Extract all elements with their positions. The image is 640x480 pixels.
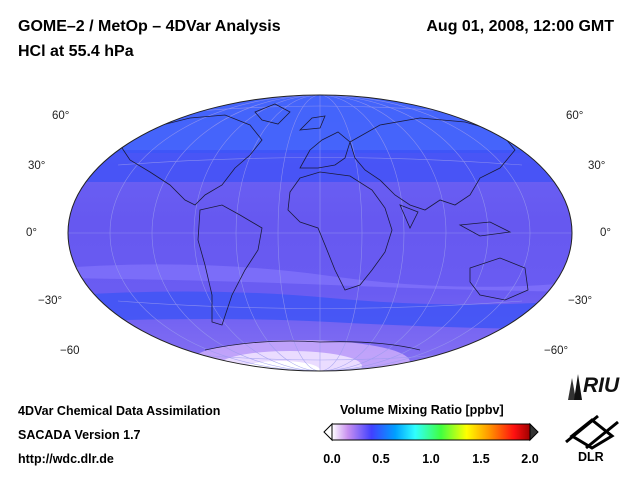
dlr-logo-icon — [565, 414, 619, 450]
map-title: GOME–2 / MetOp – 4DVar Analysis — [18, 18, 281, 35]
colorbar-title: Volume Mixing Ratio [ppbv] — [340, 403, 504, 417]
footer-line-1: 4DVar Chemical Data Assimilation — [18, 404, 221, 418]
datetime-label: Aug 01, 2008, 12:00 GMT — [426, 18, 614, 35]
lat-label-right: 0° — [600, 227, 611, 239]
colorbar-tick: 1.5 — [472, 452, 490, 466]
lat-label-right: −60° — [544, 345, 569, 357]
footer-url: http://wdc.dlr.de — [18, 452, 114, 466]
riu-logo-icon — [568, 374, 582, 400]
lat-label-right: 30° — [588, 160, 606, 172]
species-label: HCl at 55.4 hPa — [18, 43, 134, 60]
lat-label-right: 60° — [566, 110, 584, 122]
lat-label-left: −60 — [60, 345, 80, 357]
lat-label-left: 30° — [28, 160, 46, 172]
lat-label-left: 0° — [26, 227, 37, 239]
colorbar-tick: 0.5 — [372, 452, 390, 466]
colorbar-min-arrow — [323, 422, 333, 442]
colorbar-tick: 0.0 — [323, 452, 341, 466]
riu-logo-text: RIU — [583, 374, 620, 397]
lat-label-left: −30° — [38, 295, 63, 307]
lat-label-right: −30° — [568, 295, 593, 307]
colorbar — [323, 422, 539, 442]
colorbar-tick: 1.0 — [422, 452, 440, 466]
footer-line-2: SACADA Version 1.7 — [18, 428, 141, 442]
colorbar-tick: 2.0 — [521, 452, 539, 466]
lat-label-left: 60° — [52, 110, 70, 122]
dlr-logo-text: DLR — [578, 450, 604, 464]
colorbar-max-arrow — [529, 422, 539, 442]
